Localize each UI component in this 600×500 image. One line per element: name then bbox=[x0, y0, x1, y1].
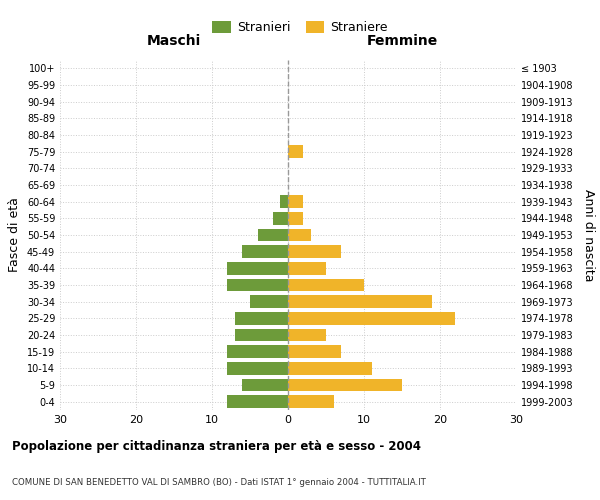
Bar bbox=[288, 346, 341, 358]
Bar bbox=[288, 279, 364, 291]
Bar bbox=[227, 279, 288, 291]
Bar bbox=[242, 379, 288, 391]
Bar bbox=[257, 229, 288, 241]
Bar bbox=[288, 396, 334, 408]
Bar bbox=[288, 146, 303, 158]
Bar bbox=[227, 346, 288, 358]
Bar bbox=[227, 396, 288, 408]
Bar bbox=[288, 196, 303, 208]
Bar bbox=[288, 229, 311, 241]
Bar bbox=[235, 329, 288, 341]
Bar bbox=[288, 296, 433, 308]
Bar bbox=[288, 329, 326, 341]
Legend: Stranieri, Straniere: Stranieri, Straniere bbox=[207, 16, 393, 40]
Text: Popolazione per cittadinanza straniera per età e sesso - 2004: Popolazione per cittadinanza straniera p… bbox=[12, 440, 421, 453]
Bar bbox=[288, 246, 341, 258]
Bar bbox=[288, 362, 371, 374]
Bar bbox=[235, 312, 288, 324]
Bar bbox=[273, 212, 288, 224]
Bar bbox=[288, 379, 402, 391]
Y-axis label: Anni di nascita: Anni di nascita bbox=[582, 188, 595, 281]
Bar bbox=[288, 262, 326, 274]
Text: COMUNE DI SAN BENEDETTO VAL DI SAMBRO (BO) - Dati ISTAT 1° gennaio 2004 - TUTTIT: COMUNE DI SAN BENEDETTO VAL DI SAMBRO (B… bbox=[12, 478, 426, 487]
Text: Maschi: Maschi bbox=[147, 34, 201, 48]
Bar bbox=[227, 362, 288, 374]
Bar bbox=[280, 196, 288, 208]
Bar bbox=[288, 312, 455, 324]
Bar bbox=[250, 296, 288, 308]
Text: Femmine: Femmine bbox=[367, 34, 437, 48]
Bar bbox=[288, 212, 303, 224]
Bar bbox=[242, 246, 288, 258]
Y-axis label: Fasce di età: Fasce di età bbox=[8, 198, 21, 272]
Bar bbox=[227, 262, 288, 274]
